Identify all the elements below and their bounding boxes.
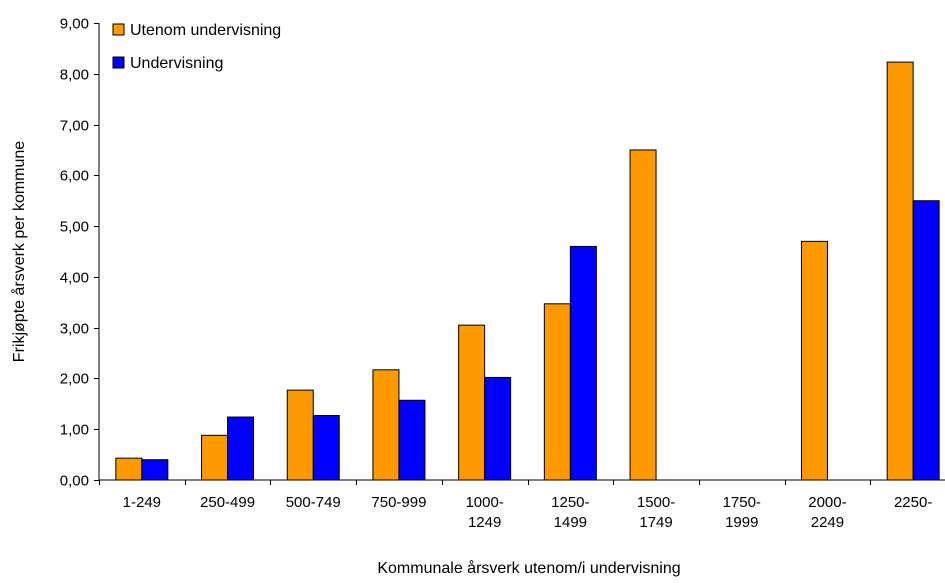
- y-tick-label: 2,00: [60, 371, 89, 388]
- y-tick-label: 5,00: [60, 219, 89, 236]
- bar-undervisning: [398, 399, 426, 481]
- x-tick-label: 1999: [725, 514, 758, 531]
- y-tick-label: 7,00: [60, 118, 89, 135]
- x-tick-label: 500-749: [286, 494, 341, 511]
- x-tick-label: 2249: [811, 514, 844, 531]
- x-tick-label: 1249: [468, 514, 501, 531]
- bar-utenom-undervisning: [286, 389, 314, 481]
- bar-utenom-undervisning: [458, 324, 486, 481]
- bar-utenom-undervisning: [543, 303, 571, 481]
- y-tick-label: 9,00: [60, 16, 89, 33]
- legend-label-utenom-undervisning: Utenom undervisning: [130, 22, 281, 39]
- bar-utenom-undervisning: [201, 434, 229, 481]
- x-tick-label: 1250-: [551, 494, 589, 511]
- y-tick-label: 6,00: [60, 168, 89, 185]
- legend-label-undervisning: Undervisning: [130, 55, 223, 72]
- bar-utenom-undervisning: [800, 240, 828, 481]
- y-tick-label: 3,00: [60, 321, 89, 338]
- bar-utenom-undervisning: [372, 369, 400, 481]
- x-tick-label: 1750-: [723, 494, 761, 511]
- y-tick-label: 1,00: [60, 422, 89, 439]
- y-tick-label: 8,00: [60, 67, 89, 84]
- bar-utenom-undervisning: [886, 61, 914, 481]
- bar-undervisning: [227, 416, 255, 481]
- x-tick-label: 1499: [554, 514, 587, 531]
- bar-undervisning: [312, 415, 340, 481]
- y-tick-label: 0,00: [60, 473, 89, 490]
- bar-utenom-undervisning: [629, 149, 657, 481]
- bar-undervisning: [484, 376, 512, 481]
- x-tick-label: 750-999: [371, 494, 426, 511]
- bar-undervisning: [569, 245, 597, 481]
- x-tick-label: 1000-: [465, 494, 503, 511]
- x-tick-label: 2000-: [808, 494, 846, 511]
- x-tick-label: 1500-: [637, 494, 675, 511]
- legend-swatch-undervisning: [112, 56, 125, 69]
- y-axis-title: Frikjøpte årsverk per kommune: [10, 141, 28, 362]
- x-axis-title: Kommunale årsverk utenom/i undervisning: [377, 559, 680, 577]
- bar-undervisning: [912, 200, 940, 481]
- legend-swatch-utenom-undervisning: [112, 23, 125, 36]
- x-tick-label: 250-499: [200, 494, 255, 511]
- x-tick-label: 2250-: [894, 494, 932, 511]
- y-tick-label: 4,00: [60, 270, 89, 287]
- x-tick-label: 1-249: [123, 494, 161, 511]
- bar-undervisning: [141, 459, 169, 481]
- x-tick-label: 1749: [639, 514, 672, 531]
- bar-utenom-undervisning: [115, 457, 143, 481]
